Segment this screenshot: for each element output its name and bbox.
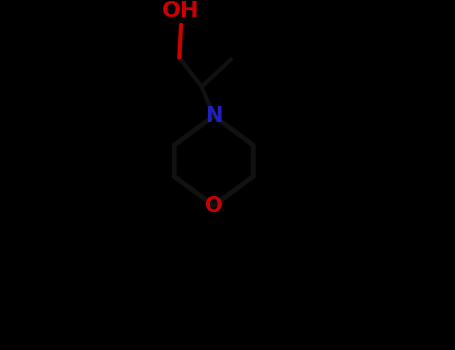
- Text: OH: OH: [162, 1, 200, 21]
- Text: O: O: [205, 196, 222, 216]
- Text: N: N: [205, 106, 222, 126]
